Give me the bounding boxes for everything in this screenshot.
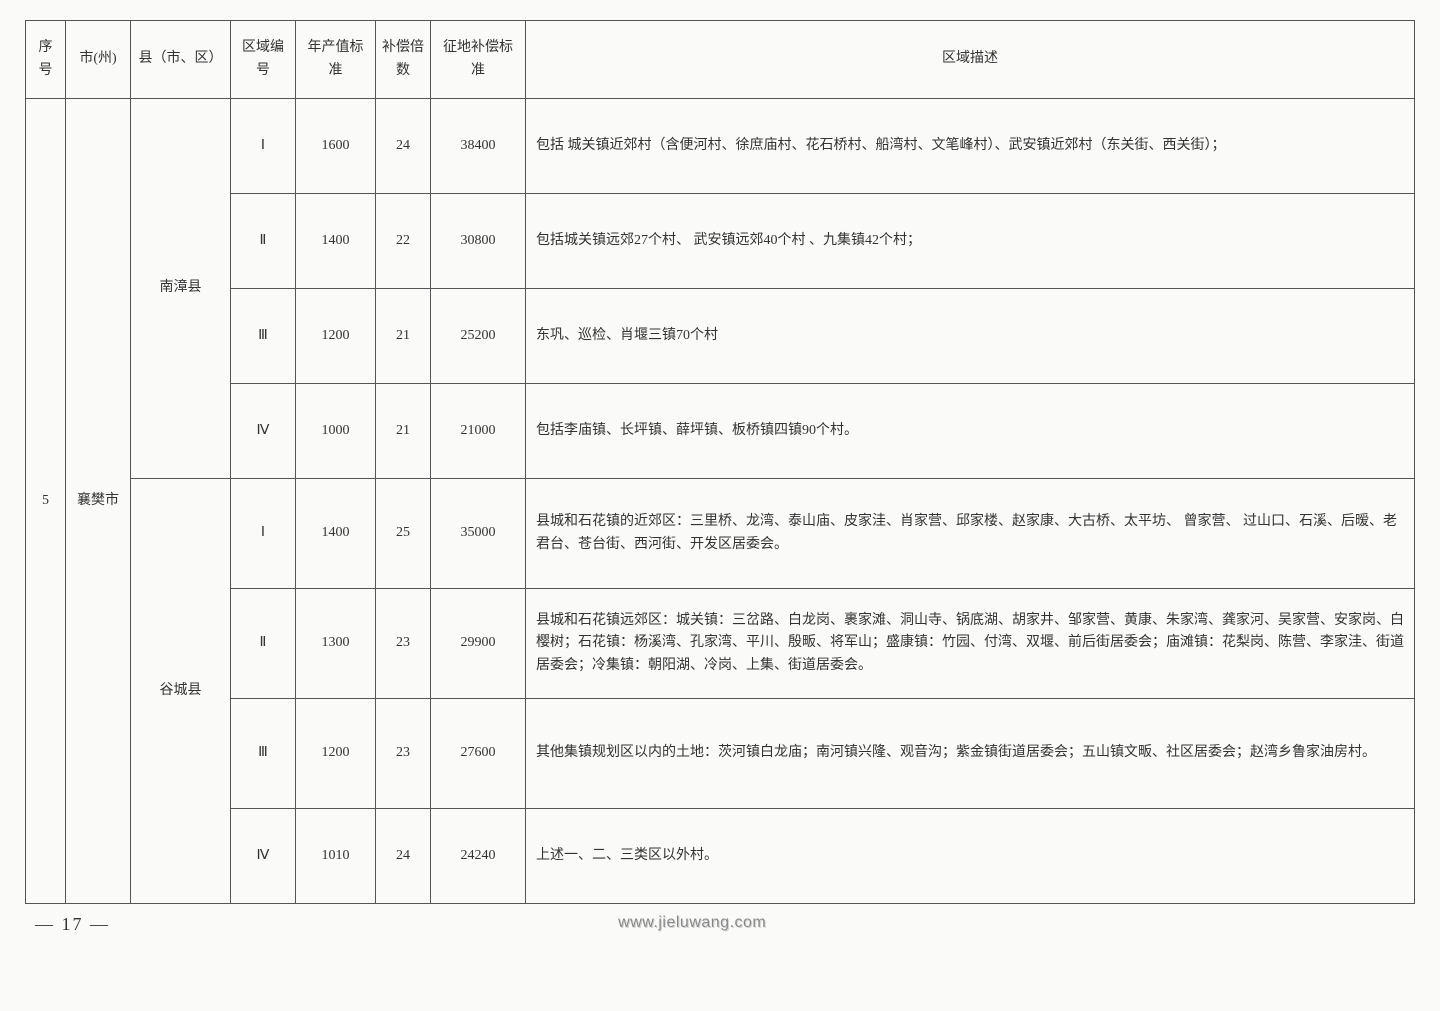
cell-city: 襄樊市	[66, 99, 131, 904]
cell-zone: Ⅰ	[231, 479, 296, 589]
cell-value: 1300	[296, 589, 376, 699]
compensation-table: 序号 市(州) 县（市、区） 区域编号 年产值标准 补偿倍数 征地补偿标准 区域…	[25, 20, 1415, 904]
cell-zone: Ⅳ	[231, 809, 296, 904]
cell-value: 1600	[296, 99, 376, 194]
cell-comp: 29900	[431, 589, 526, 699]
cell-value: 1200	[296, 289, 376, 384]
cell-comp: 21000	[431, 384, 526, 479]
header-mult: 补偿倍数	[376, 21, 431, 99]
cell-desc: 县城和石花镇远郊区：城关镇：三岔路、白龙岗、裹家滩、洞山寺、锅底湖、胡家井、邹家…	[526, 589, 1415, 699]
cell-mult: 23	[376, 589, 431, 699]
cell-zone: Ⅳ	[231, 384, 296, 479]
cell-value: 1400	[296, 194, 376, 289]
table-row: 5 襄樊市 南漳县 Ⅰ 1600 24 38400 包括 城关镇近郊村（含便河村…	[26, 99, 1415, 194]
cell-desc: 县城和石花镇的近郊区：三里桥、龙湾、泰山庙、皮家洼、肖家营、邱家楼、赵家康、大古…	[526, 479, 1415, 589]
cell-value: 1200	[296, 699, 376, 809]
page-number: — 17 —	[35, 914, 110, 935]
cell-desc: 包括 城关镇近郊村（含便河村、徐庶庙村、花石桥村、船湾村、文笔峰村）、武安镇近郊…	[526, 99, 1415, 194]
cell-county: 南漳县	[131, 99, 231, 479]
footer: — 17 — www.jieluwang.com	[25, 914, 1415, 944]
header-comp: 征地补偿标准	[431, 21, 526, 99]
watermark: www.jieluwang.com	[618, 914, 766, 932]
cell-mult: 25	[376, 479, 431, 589]
cell-zone: Ⅲ	[231, 289, 296, 384]
cell-comp: 27600	[431, 699, 526, 809]
cell-comp: 25200	[431, 289, 526, 384]
table-row: Ⅲ 1200 21 25200 东巩、巡检、肖堰三镇70个村	[26, 289, 1415, 384]
cell-value: 1010	[296, 809, 376, 904]
header-city: 市(州)	[66, 21, 131, 99]
cell-mult: 21	[376, 384, 431, 479]
cell-value: 1400	[296, 479, 376, 589]
header-idx: 序号	[26, 21, 66, 99]
cell-mult: 24	[376, 99, 431, 194]
cell-desc: 其他集镇规划区以内的土地：茨河镇白龙庙；南河镇兴隆、观音沟；紫金镇街道居委会；五…	[526, 699, 1415, 809]
cell-desc: 包括李庙镇、长坪镇、薛坪镇、板桥镇四镇90个村。	[526, 384, 1415, 479]
header-county: 县（市、区）	[131, 21, 231, 99]
cell-desc: 包括城关镇远郊27个村、 武安镇远郊40个村 、九集镇42个村；	[526, 194, 1415, 289]
cell-comp: 38400	[431, 99, 526, 194]
header-row: 序号 市(州) 县（市、区） 区域编号 年产值标准 补偿倍数 征地补偿标准 区域…	[26, 21, 1415, 99]
table-row: Ⅱ 1300 23 29900 县城和石花镇远郊区：城关镇：三岔路、白龙岗、裹家…	[26, 589, 1415, 699]
header-zone: 区域编号	[231, 21, 296, 99]
table-row: Ⅲ 1200 23 27600 其他集镇规划区以内的土地：茨河镇白龙庙；南河镇兴…	[26, 699, 1415, 809]
cell-mult: 24	[376, 809, 431, 904]
cell-value: 1000	[296, 384, 376, 479]
cell-zone: Ⅱ	[231, 194, 296, 289]
table-row: Ⅳ 1000 21 21000 包括李庙镇、长坪镇、薛坪镇、板桥镇四镇90个村。	[26, 384, 1415, 479]
cell-mult: 21	[376, 289, 431, 384]
table-row: Ⅳ 1010 24 24240 上述一、二、三类区以外村。	[26, 809, 1415, 904]
cell-comp: 30800	[431, 194, 526, 289]
cell-desc: 东巩、巡检、肖堰三镇70个村	[526, 289, 1415, 384]
cell-zone: Ⅱ	[231, 589, 296, 699]
header-value: 年产值标准	[296, 21, 376, 99]
cell-mult: 23	[376, 699, 431, 809]
cell-mult: 22	[376, 194, 431, 289]
cell-comp: 35000	[431, 479, 526, 589]
table-row: Ⅱ 1400 22 30800 包括城关镇远郊27个村、 武安镇远郊40个村 、…	[26, 194, 1415, 289]
cell-zone: Ⅲ	[231, 699, 296, 809]
cell-county: 谷城县	[131, 479, 231, 904]
cell-desc: 上述一、二、三类区以外村。	[526, 809, 1415, 904]
cell-idx: 5	[26, 99, 66, 904]
cell-comp: 24240	[431, 809, 526, 904]
cell-zone: Ⅰ	[231, 99, 296, 194]
header-desc: 区域描述	[526, 21, 1415, 99]
table-row: 谷城县 Ⅰ 1400 25 35000 县城和石花镇的近郊区：三里桥、龙湾、泰山…	[26, 479, 1415, 589]
